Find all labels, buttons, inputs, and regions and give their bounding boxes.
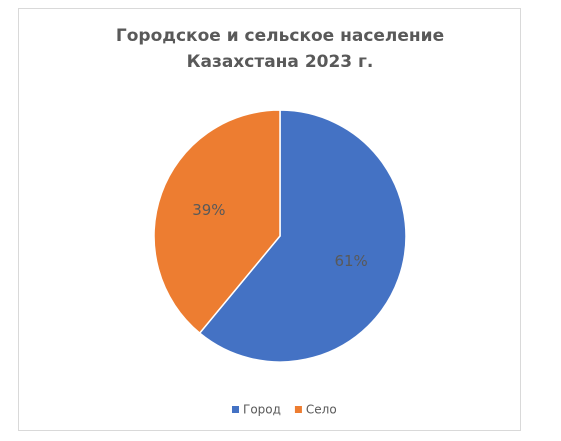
chart-title: Городское и сельское население — [116, 26, 444, 46]
legend-label: Село — [306, 403, 337, 417]
legend-label: Город — [243, 403, 281, 417]
data-label: 39% — [192, 201, 225, 219]
pie-slice — [153, 109, 281, 335]
data-label: 61% — [334, 252, 367, 270]
chart-title: Казахстана 2023 г. — [187, 52, 374, 72]
pie-slice — [198, 109, 407, 363]
legend-swatch — [294, 406, 302, 413]
legend-swatch — [232, 406, 239, 413]
